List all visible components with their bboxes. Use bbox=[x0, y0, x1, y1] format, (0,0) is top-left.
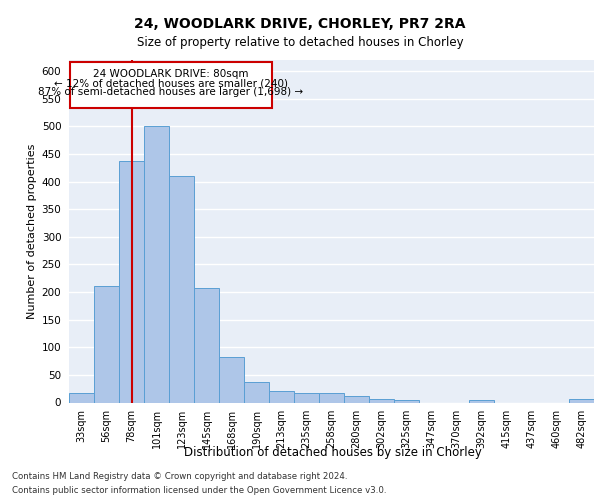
Text: Contains HM Land Registry data © Crown copyright and database right 2024.: Contains HM Land Registry data © Crown c… bbox=[12, 472, 347, 481]
Bar bbox=[394, 400, 419, 402]
Text: 24 WOODLARK DRIVE: 80sqm: 24 WOODLARK DRIVE: 80sqm bbox=[93, 70, 248, 80]
Bar bbox=[244, 382, 269, 402]
Bar bbox=[169, 176, 194, 402]
FancyBboxPatch shape bbox=[70, 62, 271, 108]
Text: 24, WOODLARK DRIVE, CHORLEY, PR7 2RA: 24, WOODLARK DRIVE, CHORLEY, PR7 2RA bbox=[134, 18, 466, 32]
Bar bbox=[319, 392, 344, 402]
Text: Distribution of detached houses by size in Chorley: Distribution of detached houses by size … bbox=[184, 446, 482, 459]
Bar bbox=[344, 396, 369, 402]
Bar bbox=[369, 398, 394, 402]
Bar bbox=[69, 392, 94, 402]
Bar bbox=[469, 400, 494, 402]
Text: 87% of semi-detached houses are larger (1,698) →: 87% of semi-detached houses are larger (… bbox=[38, 87, 304, 97]
Bar bbox=[294, 392, 319, 402]
Y-axis label: Number of detached properties: Number of detached properties bbox=[28, 144, 37, 319]
Text: Size of property relative to detached houses in Chorley: Size of property relative to detached ho… bbox=[137, 36, 463, 49]
Bar bbox=[119, 161, 144, 402]
Bar bbox=[569, 398, 594, 402]
Bar bbox=[144, 126, 169, 402]
Bar bbox=[219, 356, 244, 403]
Bar bbox=[194, 288, 219, 403]
Text: ← 12% of detached houses are smaller (240): ← 12% of detached houses are smaller (24… bbox=[54, 78, 288, 88]
Bar bbox=[269, 392, 294, 402]
Text: Contains public sector information licensed under the Open Government Licence v3: Contains public sector information licen… bbox=[12, 486, 386, 495]
Bar bbox=[94, 286, 119, 403]
